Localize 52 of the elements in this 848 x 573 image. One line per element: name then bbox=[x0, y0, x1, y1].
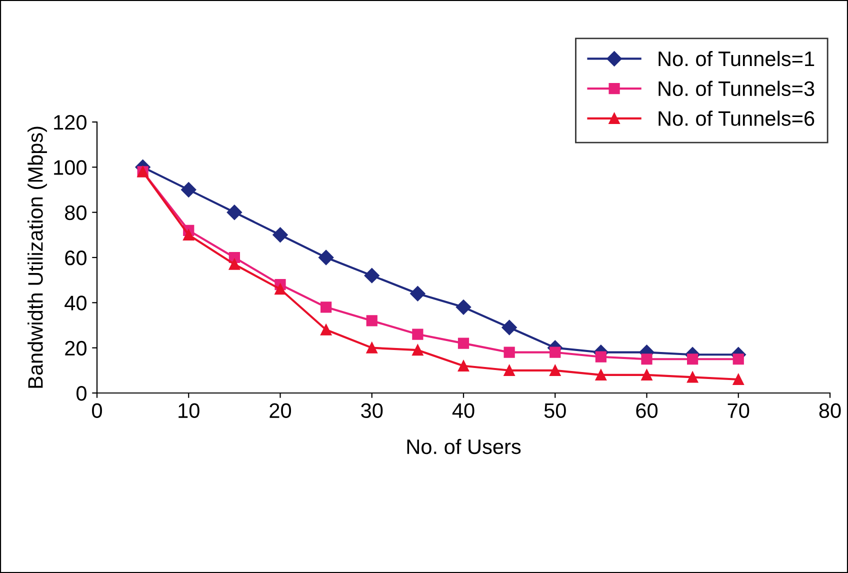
y-tick-label: 100 bbox=[54, 160, 86, 175]
point bbox=[458, 360, 470, 372]
point bbox=[274, 284, 286, 295]
point bbox=[181, 182, 196, 198]
y-tick-label: 40 bbox=[64, 296, 86, 310]
point bbox=[364, 268, 380, 284]
point bbox=[550, 364, 561, 376]
point bbox=[366, 342, 378, 354]
x-axis-title: No. of Users bbox=[407, 438, 521, 454]
point bbox=[595, 351, 606, 362]
point bbox=[226, 204, 242, 220]
point bbox=[318, 250, 334, 266]
point bbox=[272, 227, 288, 242]
x-tick-label: 40 bbox=[452, 403, 474, 418]
x-tick-label: 50 bbox=[544, 403, 566, 418]
x-tick-label: 30 bbox=[361, 403, 383, 418]
point bbox=[502, 320, 517, 336]
point bbox=[320, 302, 332, 313]
x-tick-label: 0 bbox=[92, 403, 102, 418]
point bbox=[504, 364, 515, 376]
legend-label: No. of Tunnels=1 bbox=[658, 50, 814, 66]
x-tick-label: 80 bbox=[819, 403, 841, 418]
point bbox=[732, 374, 744, 386]
point bbox=[641, 369, 652, 380]
point bbox=[183, 229, 194, 240]
point bbox=[412, 328, 424, 340]
point bbox=[595, 369, 606, 380]
point bbox=[458, 338, 470, 349]
y-tick-label: 20 bbox=[65, 340, 86, 356]
x-tick-label: 10 bbox=[178, 403, 200, 418]
point bbox=[550, 346, 561, 358]
point bbox=[687, 354, 698, 365]
point bbox=[320, 324, 332, 336]
x-tick-label: 70 bbox=[728, 403, 750, 418]
x-tick-label: 20 bbox=[270, 403, 292, 418]
point bbox=[456, 300, 472, 315]
y-tick-label: 0 bbox=[76, 386, 86, 401]
y-tick-label: 60 bbox=[65, 250, 86, 266]
x-tick-label: 60 bbox=[636, 403, 658, 418]
point bbox=[687, 372, 698, 383]
point bbox=[228, 258, 240, 270]
y-tick-label: 80 bbox=[65, 205, 86, 220]
y-tick-label: 120 bbox=[54, 115, 86, 130]
point bbox=[366, 315, 378, 326]
point bbox=[410, 286, 426, 302]
legend-label: No. of Tunnels=3 bbox=[658, 80, 814, 96]
y-axis-title: Bandwidth Utilization (Mbps) bbox=[28, 126, 47, 388]
legend-label: No. of Tunnels=6 bbox=[658, 110, 814, 126]
point bbox=[641, 354, 652, 365]
point bbox=[412, 344, 424, 356]
point bbox=[732, 354, 744, 365]
point bbox=[504, 346, 515, 358]
